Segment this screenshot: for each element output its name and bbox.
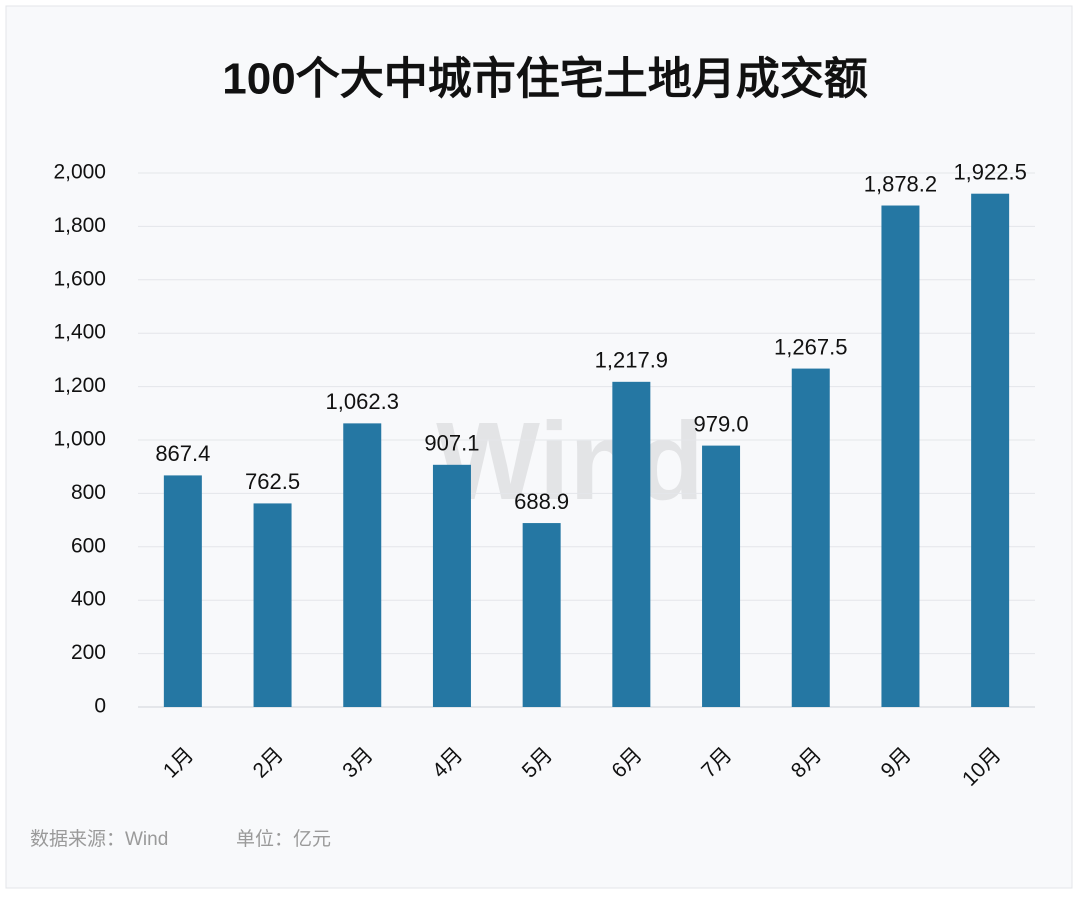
bar [791, 368, 830, 707]
y-tick-label: 1,000 [53, 428, 106, 451]
value-label: 1,922.5 [953, 160, 1026, 185]
value-label: 907.1 [424, 431, 479, 456]
value-label: 1,878.2 [864, 171, 937, 196]
value-label: 1,217.9 [595, 348, 668, 373]
bar [881, 205, 920, 707]
y-tick-label: 1,600 [53, 267, 106, 290]
value-label: 867.4 [155, 441, 210, 466]
bar [612, 381, 651, 707]
value-label: 979.0 [694, 411, 749, 436]
bar [343, 423, 382, 707]
y-tick-label: 400 [71, 588, 106, 611]
y-tick-label: 2,000 [53, 161, 106, 184]
y-tick-label: 1,400 [53, 321, 106, 344]
source-note: 数据来源：Wind [30, 828, 168, 850]
value-label: 688.9 [514, 489, 569, 514]
y-tick-label: 600 [71, 534, 106, 557]
value-label: 1,267.5 [774, 334, 847, 359]
y-tick-label: 1,200 [53, 374, 106, 397]
y-tick-label: 200 [71, 641, 106, 664]
bar [702, 445, 741, 707]
watermark: Wind [436, 400, 704, 523]
bar [253, 503, 292, 707]
y-tick-label: 0 [94, 695, 106, 718]
bar [163, 475, 202, 707]
y-tick-label: 1,800 [53, 214, 106, 237]
value-label: 1,062.3 [326, 389, 399, 414]
y-tick-label: 800 [71, 481, 106, 504]
bar [522, 523, 561, 707]
bar [432, 464, 471, 707]
chart-title: 100个大中城市住宅土地月成交额 [222, 55, 867, 104]
unit-note: 单位：亿元 [236, 828, 331, 850]
bar [971, 193, 1010, 707]
value-label: 762.5 [245, 469, 300, 494]
